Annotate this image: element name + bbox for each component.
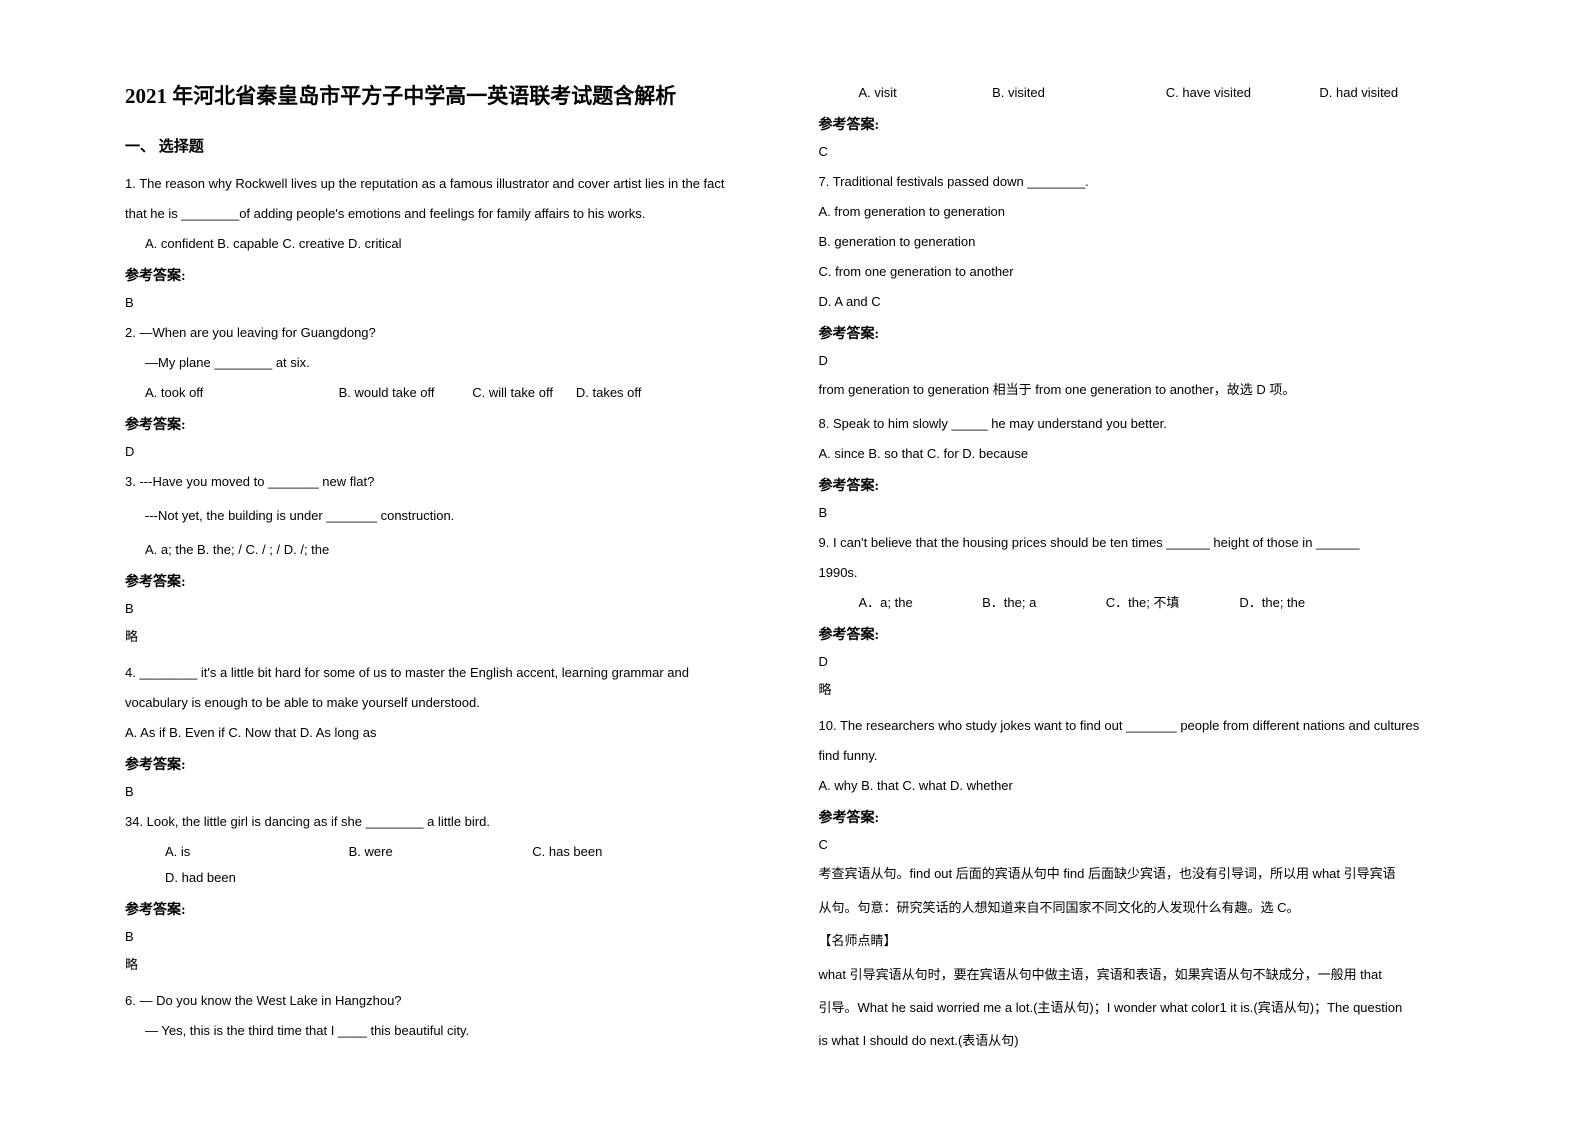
q6-opts: A. visit B. visited C. have visited D. h… (859, 80, 1463, 106)
answer-label: 参考答案: (125, 571, 769, 591)
q5-optD: D. had been (165, 865, 236, 891)
q7-optC: C. from one generation to another (819, 259, 1463, 285)
q2-optB: B. would take off (339, 380, 469, 406)
q5-ans: B (125, 929, 769, 944)
answer-label: 参考答案: (819, 475, 1463, 495)
q4-opts: A. As if B. Even if C. Now that D. As lo… (125, 720, 769, 746)
page-title: 2021 年河北省秦皇岛市平方子中学高一英语联考试题含解析 (125, 80, 769, 110)
q7-optB: B. generation to generation (819, 229, 1463, 255)
q4-text2: vocabulary is enough to be able to make … (125, 690, 769, 716)
q2-ans: D (125, 444, 769, 459)
q10-text: 10. The researchers who study jokes want… (819, 713, 1463, 739)
q5-opts: A. is B. were C. has been D. had been (165, 839, 769, 891)
q3-text: 3. ---Have you moved to _______ new flat… (125, 469, 769, 495)
q6-ans: C (819, 144, 1463, 159)
q10-exp6: is what I should do next.(表语从句) (819, 1029, 1463, 1052)
q10-ans: C (819, 837, 1463, 852)
q9-optD: D．the; the (1239, 595, 1305, 610)
right-column: A. visit B. visited C. have visited D. h… (794, 80, 1488, 1082)
q3-text2: ---Not yet, the building is under ______… (145, 503, 769, 529)
q2-optD: D. takes off (576, 385, 642, 400)
left-column: 2021 年河北省秦皇岛市平方子中学高一英语联考试题含解析 一、 选择题 1. … (100, 80, 794, 1082)
q7-ans: D (819, 353, 1463, 368)
skip: 略 (125, 954, 769, 973)
q6-optA: A. visit (859, 80, 989, 106)
q10-opts: A. why B. that C. what D. whether (819, 773, 1463, 799)
answer-label: 参考答案: (819, 114, 1463, 134)
q6-optD: D. had visited (1319, 85, 1398, 100)
q5-optA: A. is (165, 839, 285, 865)
answer-label: 参考答案: (819, 807, 1463, 827)
q7-optA: A. from generation to generation (819, 199, 1463, 225)
skip: 略 (125, 626, 769, 645)
q6-optB: B. visited (992, 80, 1162, 106)
answer-label: 参考答案: (125, 414, 769, 434)
q9-ans: D (819, 654, 1463, 669)
q7-optD: D. A and C (819, 289, 1463, 315)
answer-label: 参考答案: (125, 754, 769, 774)
skip: 略 (819, 679, 1463, 698)
q7-text: 7. Traditional festivals passed down ___… (819, 169, 1463, 195)
q5-optB: B. were (349, 839, 469, 865)
q4-text: 4. ________ it's a little bit hard for s… (125, 660, 769, 686)
q1-ans: B (125, 295, 769, 310)
q8-opts: A. since B. so that C. for D. because (819, 441, 1463, 467)
q2-optA: A. took off (145, 380, 335, 406)
q10-exp1: 考查宾语从句。find out 后面的宾语从句中 find 后面缺少宾语，也没有… (819, 862, 1463, 885)
q9-optA: A．a; the (859, 590, 979, 616)
q4-ans: B (125, 784, 769, 799)
q1-opts: A. confident B. capable C. creative D. c… (145, 231, 769, 257)
q10-exp3: 【名师点睛】 (819, 929, 1463, 952)
q1-text: 1. The reason why Rockwell lives up the … (125, 171, 769, 197)
q3-opts: A. a; the B. the; / C. / ; / D. /; the (145, 537, 769, 563)
answer-label: 参考答案: (819, 323, 1463, 343)
q6-text: 6. — Do you know the West Lake in Hangzh… (125, 988, 769, 1014)
q7-exp: from generation to generation 相当于 from o… (819, 378, 1463, 401)
answer-label: 参考答案: (819, 624, 1463, 644)
q2-optC: C. will take off (472, 380, 572, 406)
q9-optC: C．the; 不填 (1106, 590, 1236, 616)
q8-text: 8. Speak to him slowly _____ he may unde… (819, 411, 1463, 437)
q10-exp5: 引导。What he said worried me a lot.(主语从句)；… (819, 996, 1463, 1019)
q2-opts: A. took off B. would take off C. will ta… (145, 380, 769, 406)
q9-opts: A．a; the B．the; a C．the; 不填 D．the; the (859, 590, 1463, 616)
q8-ans: B (819, 505, 1463, 520)
q2-text2: —My plane ________ at six. (145, 350, 769, 376)
q9-text: 9. I can't believe that the housing pric… (819, 530, 1463, 556)
q10-exp2: 从句。句意：研究笑话的人想知道来自不同国家不同文化的人发现什么有趣。选 C。 (819, 896, 1463, 919)
q6-text2: — Yes, this is the third time that I ___… (145, 1018, 769, 1044)
q6-optC: C. have visited (1166, 80, 1316, 106)
q10-exp4: what 引导宾语从句时，要在宾语从句中做主语，宾语和表语，如果宾语从句不缺成分… (819, 963, 1463, 986)
q1-text2: that he is ________of adding people's em… (125, 201, 769, 227)
q9-text2: 1990s. (819, 560, 1463, 586)
q5-optC: C. has been (532, 839, 652, 865)
q10-text2: find funny. (819, 743, 1463, 769)
q3-ans: B (125, 601, 769, 616)
answer-label: 参考答案: (125, 265, 769, 285)
answer-label: 参考答案: (125, 899, 769, 919)
q2-text: 2. —When are you leaving for Guangdong? (125, 320, 769, 346)
q5-text: 34. Look, the little girl is dancing as … (125, 809, 769, 835)
q9-optB: B．the; a (982, 590, 1102, 616)
section-header: 一、 选择题 (125, 135, 769, 156)
